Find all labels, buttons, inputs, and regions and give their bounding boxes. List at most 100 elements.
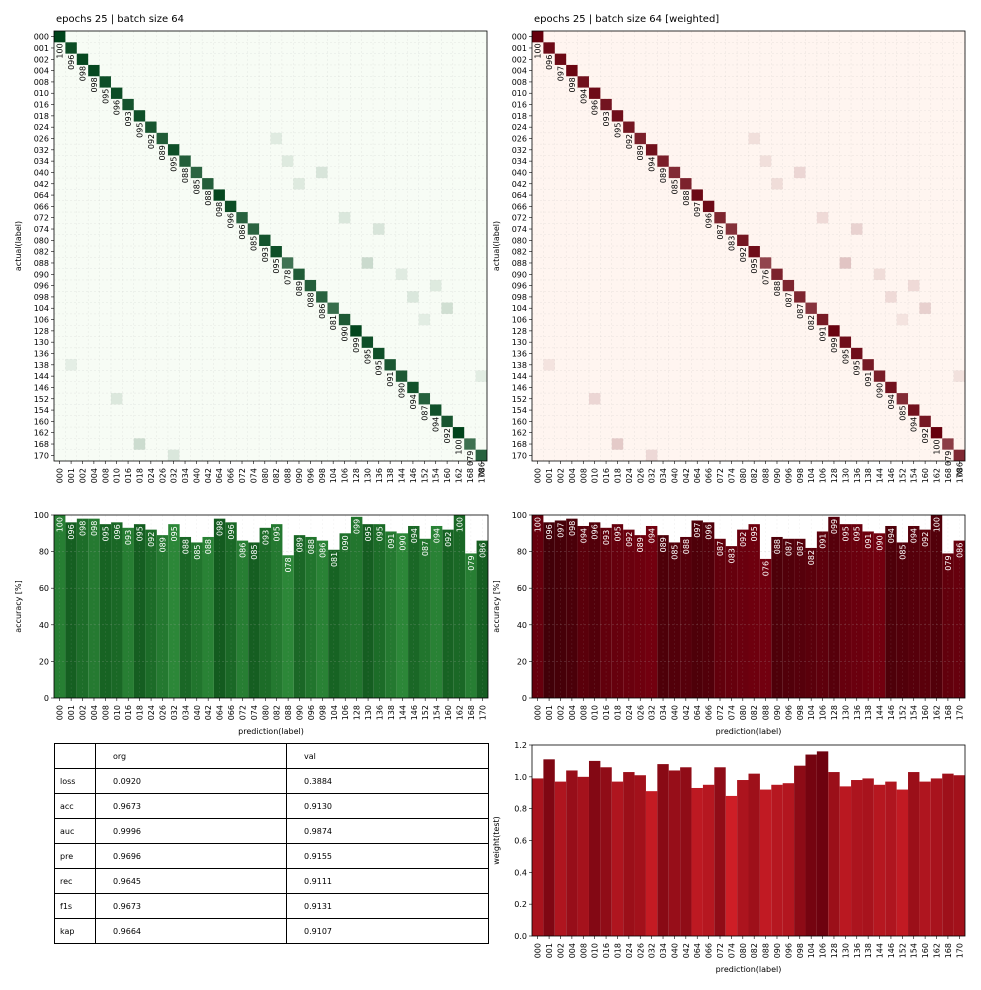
y-tick-label: 106 [512, 316, 527, 325]
heatmap-value-label: 095 [101, 89, 110, 104]
heatmap-value-label: 092 [921, 428, 930, 443]
x-tick-label: 040 [670, 468, 679, 483]
bar [657, 535, 669, 698]
table-header-cell [54, 743, 96, 769]
heatmap-value-label: 095 [750, 258, 759, 273]
heatmap-cell [167, 449, 180, 461]
bar [385, 531, 397, 698]
bar [828, 772, 840, 936]
heatmap-diagonal-cell [759, 257, 772, 269]
x-tick-label: 066 [227, 468, 236, 483]
bar [191, 542, 203, 698]
x-tick-label: 018 [613, 943, 622, 958]
heatmap-diagonal-cell [224, 200, 237, 213]
y-tick-label: 0.8 [514, 805, 527, 814]
heatmap-cell [373, 223, 385, 235]
bar [611, 781, 624, 936]
bar [896, 789, 909, 936]
bar [885, 525, 897, 698]
heatmap-value-label: 086 [955, 462, 964, 477]
x-tick-label: 088 [762, 943, 771, 958]
heatmap-diagonal-cell [554, 53, 567, 65]
x-tick-label: 072 [238, 705, 247, 720]
bar [99, 524, 112, 698]
heatmap-cell [361, 257, 374, 269]
x-tick-label: 032 [648, 943, 657, 958]
heatmap-diagonal-cell [702, 200, 715, 213]
heatmap-value-label: 088 [682, 190, 691, 205]
bar-value-label: 096 [545, 524, 554, 539]
x-tick-label: 026 [158, 468, 167, 483]
bar [691, 787, 703, 936]
table-cell: 0.9107 [286, 918, 489, 944]
heatmap-diagonal-cell [270, 246, 282, 258]
heatmap-cell [873, 268, 886, 280]
bar-value-label: 089 [296, 537, 305, 552]
heatmap-value-label: 089 [636, 145, 645, 160]
table-cell: 0.0920 [95, 768, 287, 794]
x-tick-label: 168 [944, 705, 953, 720]
x-tick-label: 072 [716, 705, 725, 720]
heatmap-value-label: 092 [625, 134, 634, 149]
y-tick-label: 026 [34, 135, 49, 144]
y-tick-label: 104 [512, 304, 527, 313]
bar [179, 536, 192, 698]
heatmap-cell [816, 212, 829, 224]
x-tick-label: 104 [329, 468, 338, 483]
x-tick-label: 010 [113, 468, 122, 483]
y-tick-label: 090 [512, 270, 527, 279]
x-tick-label: 026 [636, 468, 645, 483]
x-tick-label: 066 [705, 705, 714, 720]
y-tick-label: 40 [39, 621, 49, 630]
x-tick-label: 144 [398, 705, 407, 720]
bar [202, 536, 214, 698]
bar [465, 553, 477, 698]
x-tick-label: 026 [159, 705, 168, 720]
heatmap-cell [543, 359, 555, 371]
heatmap-diagonal-cell [782, 279, 795, 292]
bar [839, 524, 852, 698]
y-tick-label: 136 [34, 350, 49, 359]
x-tick-label: 004 [568, 943, 577, 958]
heatmap-value-label: 085 [898, 405, 907, 420]
heatmap-cell [885, 291, 897, 303]
y-tick-label: 040 [34, 168, 49, 177]
x-tick-label: 082 [750, 468, 759, 483]
bar [714, 767, 726, 936]
bar [442, 529, 454, 698]
x-tick-label: 000 [534, 468, 543, 483]
heatmap-value-label: 094 [579, 89, 588, 104]
heatmap-cell [794, 166, 806, 179]
heatmap-value-label: 079 [466, 451, 475, 466]
x-tick-label: 002 [78, 468, 87, 483]
bar-value-label: 100 [455, 517, 464, 532]
y-tick-label: 032 [34, 146, 49, 155]
bar [271, 524, 283, 698]
heatmap-diagonal-cell [213, 189, 225, 201]
bar [668, 770, 681, 936]
bar [702, 784, 715, 936]
y-axis-label: actual(label) [492, 221, 501, 271]
x-tick-label: 128 [352, 468, 361, 483]
heatmap-value-label: 088 [204, 190, 213, 205]
bar [408, 525, 420, 698]
x-tick-label: 016 [124, 468, 133, 483]
y-tick-label: 138 [34, 361, 49, 370]
bar [623, 772, 635, 936]
heatmap-cell [133, 438, 146, 450]
x-tick-label: 104 [807, 705, 816, 720]
bar [759, 558, 772, 698]
heatmap-diagonal-cell [737, 234, 749, 246]
x-tick-label: 106 [819, 943, 828, 958]
bar-value-label: 096 [227, 524, 236, 539]
heatmap-cell [908, 279, 920, 292]
heatmap-value-label: 097 [556, 66, 565, 81]
bar-value-label: 095 [136, 526, 145, 541]
bar [748, 773, 760, 936]
bar [111, 522, 123, 698]
bar-value-label: 091 [864, 533, 873, 548]
heatmap-value-label: 087 [420, 405, 429, 420]
x-tick-label: 040 [192, 468, 201, 483]
table-row: rec 0.9645 0.9111 [54, 868, 489, 894]
x-tick-label: 080 [739, 943, 748, 958]
